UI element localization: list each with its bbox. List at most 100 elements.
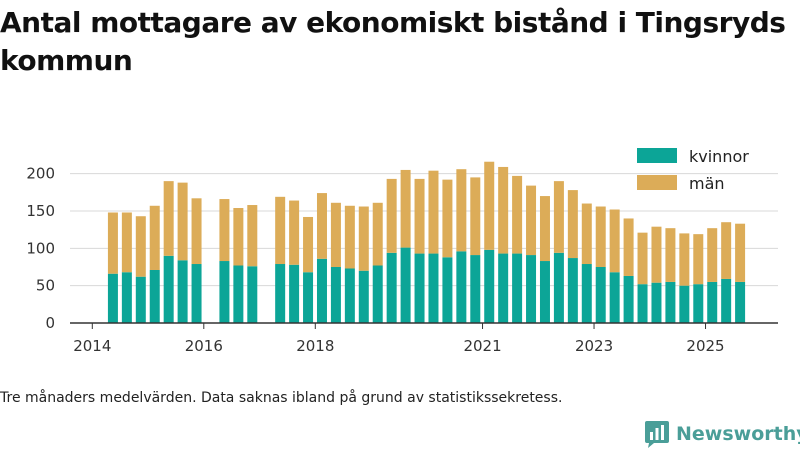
bar-kvinnor xyxy=(163,255,174,323)
bar-kvinnor xyxy=(735,281,746,323)
legend-swatch-man xyxy=(637,175,677,190)
bar-man xyxy=(539,196,550,262)
x-tick-label: 2018 xyxy=(296,337,334,355)
x-tick-label: 2016 xyxy=(185,337,223,355)
bar-kvinnor xyxy=(539,261,550,323)
bar-kvinnor xyxy=(721,278,732,323)
bar-kvinnor xyxy=(358,270,369,323)
bar-man xyxy=(344,205,355,269)
bar-man xyxy=(372,202,383,266)
bar-man xyxy=(247,205,258,267)
bar-man xyxy=(581,203,592,265)
bar-man xyxy=(135,216,146,277)
x-tick-label: 2023 xyxy=(575,337,613,355)
bar-kvinnor xyxy=(107,273,118,323)
bar-man xyxy=(233,208,244,266)
bar-kvinnor xyxy=(456,251,467,323)
bar-man xyxy=(330,202,341,267)
bar-man xyxy=(553,181,564,253)
bar-man xyxy=(107,212,118,274)
bar-man xyxy=(470,177,481,256)
bar-kvinnor xyxy=(289,264,300,323)
bar-man xyxy=(498,166,509,254)
bar-man xyxy=(289,200,300,265)
bar-kvinnor xyxy=(414,253,425,323)
bar-kvinnor xyxy=(512,253,523,323)
bar-kvinnor xyxy=(400,247,411,323)
bar-man xyxy=(191,198,202,265)
bar-man xyxy=(651,226,662,283)
bar-man xyxy=(219,199,230,262)
bar-kvinnor xyxy=(275,264,286,323)
bar-man xyxy=(386,178,397,253)
bar-kvinnor xyxy=(637,284,648,323)
bar-man xyxy=(512,175,523,254)
y-tick-label: 50 xyxy=(36,277,55,295)
legend-swatch-kvinnor xyxy=(637,148,677,163)
bar-man xyxy=(442,179,453,258)
newsworthy-logo[interactable]: Newsworthy xyxy=(644,420,800,448)
bar-man xyxy=(177,182,188,261)
bar-chart-logo-icon xyxy=(645,421,669,448)
bar-kvinnor xyxy=(428,253,439,323)
y-tick-label: 0 xyxy=(45,314,55,332)
bar-man xyxy=(456,169,467,252)
x-tick-label: 2025 xyxy=(686,337,724,355)
bar-man xyxy=(693,234,704,285)
bar-man xyxy=(163,181,174,256)
bar-man xyxy=(428,170,439,254)
bar-kvinnor xyxy=(386,252,397,323)
bar-man xyxy=(484,161,495,250)
bar-kvinnor xyxy=(484,249,495,323)
bar-kvinnor xyxy=(651,282,662,323)
bar-kvinnor xyxy=(442,257,453,323)
bar-kvinnor xyxy=(316,258,327,323)
bar-kvinnor xyxy=(330,267,341,323)
chart: 0 50 100 150 200 2014 2016 2018 2021 2023 2025 kv… xyxy=(26,147,778,355)
y-axis-ticks: 0 50 100 150 200 xyxy=(26,165,55,332)
bar-man xyxy=(609,209,620,273)
bar-kvinnor xyxy=(149,269,160,323)
bar-kvinnor xyxy=(581,264,592,323)
legend-label-man: män xyxy=(689,174,725,193)
bar-man xyxy=(149,205,160,270)
bar-kvinnor xyxy=(191,264,202,323)
bar-kvinnor xyxy=(372,265,383,323)
x-tick-label: 2014 xyxy=(73,337,111,355)
bar-kvinnor xyxy=(623,275,634,323)
y-tick-label: 200 xyxy=(26,165,55,183)
bar-man xyxy=(595,206,606,267)
bar-kvinnor xyxy=(344,268,355,323)
chart-caption: Tre månaders medelvärden. Data saknas ib… xyxy=(0,390,563,406)
legend: kvinnor män xyxy=(637,147,749,193)
bar-kvinnor xyxy=(693,284,704,323)
bar-man xyxy=(707,228,718,282)
bar-man xyxy=(567,190,578,259)
chart-title: Antal mottagare av ekonomiskt bistånd i … xyxy=(0,6,786,77)
y-tick-label: 100 xyxy=(26,239,55,257)
legend-label-kvinnor: kvinnor xyxy=(689,147,749,166)
bar-kvinnor xyxy=(177,260,188,323)
bar-man xyxy=(637,232,648,285)
bar-man xyxy=(623,218,634,276)
bar-kvinnor xyxy=(233,265,244,323)
x-tick-label: 2021 xyxy=(463,337,501,355)
bar-kvinnor xyxy=(219,261,230,323)
bar-man xyxy=(679,233,690,286)
bar-kvinnor xyxy=(470,255,481,323)
bar-man xyxy=(275,196,286,265)
bar-kvinnor xyxy=(303,272,314,323)
bar-man xyxy=(121,212,132,273)
bar-man xyxy=(735,223,746,282)
bar-kvinnor xyxy=(567,258,578,323)
bar-man xyxy=(721,222,732,279)
bar-kvinnor xyxy=(665,281,676,323)
y-tick-label: 150 xyxy=(26,202,55,220)
bar-kvinnor xyxy=(121,272,132,323)
bar-kvinnor xyxy=(707,281,718,323)
bar-man xyxy=(414,178,425,254)
bar-man xyxy=(303,216,314,273)
bar-kvinnor xyxy=(135,276,146,323)
bar-man xyxy=(400,169,411,248)
bar-kvinnor xyxy=(679,285,690,323)
